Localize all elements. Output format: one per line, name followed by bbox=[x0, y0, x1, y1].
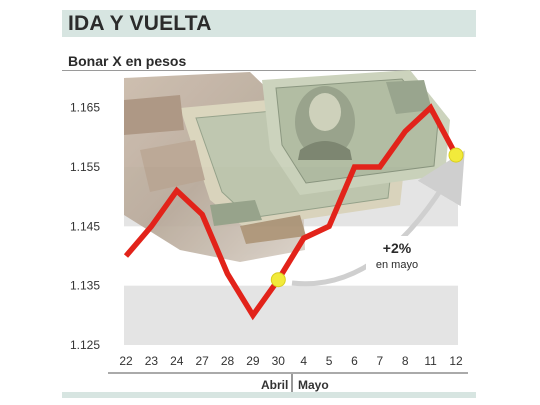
annotation-sub: en mayo bbox=[376, 259, 418, 271]
x-tick-label: 7 bbox=[377, 354, 384, 368]
x-tick-label: 24 bbox=[170, 354, 184, 368]
x-axis: 22 23 24 27 28 29 30 4 5 6 7 8 11 12 bbox=[119, 354, 463, 368]
highlight-point bbox=[448, 147, 464, 163]
y-tick-label: 1.145 bbox=[70, 219, 100, 233]
y-tick-label: 1.135 bbox=[70, 279, 100, 293]
x-tick-label: 29 bbox=[246, 354, 260, 368]
series-line bbox=[123, 103, 459, 321]
month-label-mayo: Mayo bbox=[298, 378, 329, 392]
x-tick-label: 27 bbox=[195, 354, 209, 368]
annotation-main: +2% bbox=[383, 240, 412, 256]
x-tick-label: 30 bbox=[272, 354, 286, 368]
footer-bar bbox=[62, 392, 476, 398]
x-tick-label: 4 bbox=[300, 354, 307, 368]
y-tick-label: 1.165 bbox=[70, 101, 100, 115]
x-tick-label: 23 bbox=[145, 354, 159, 368]
page-title: IDA Y VUELTA bbox=[68, 12, 212, 35]
header-bar bbox=[62, 10, 476, 37]
title-rule bbox=[62, 70, 476, 71]
background-band bbox=[124, 285, 458, 345]
annotation-box bbox=[366, 236, 428, 274]
chart-title: Bonar X en pesos bbox=[68, 53, 187, 69]
y-axis: 1.125 1.135 1.145 1.155 1.165 bbox=[70, 101, 100, 352]
x-tick-label: 5 bbox=[326, 354, 333, 368]
x-tick-label: 8 bbox=[402, 354, 409, 368]
y-tick-label: 1.125 bbox=[70, 338, 100, 352]
series-layer bbox=[123, 103, 464, 321]
y-tick-label: 1.155 bbox=[70, 160, 100, 174]
banknotes-photo bbox=[124, 70, 450, 262]
highlight-point bbox=[270, 272, 286, 288]
x-tick-label: 12 bbox=[449, 354, 463, 368]
x-tick-label: 22 bbox=[119, 354, 133, 368]
x-tick-label: 28 bbox=[221, 354, 235, 368]
x-tick-label: 6 bbox=[351, 354, 358, 368]
x-tick-label: 11 bbox=[424, 354, 437, 368]
month-label-abril: Abril bbox=[261, 378, 288, 392]
